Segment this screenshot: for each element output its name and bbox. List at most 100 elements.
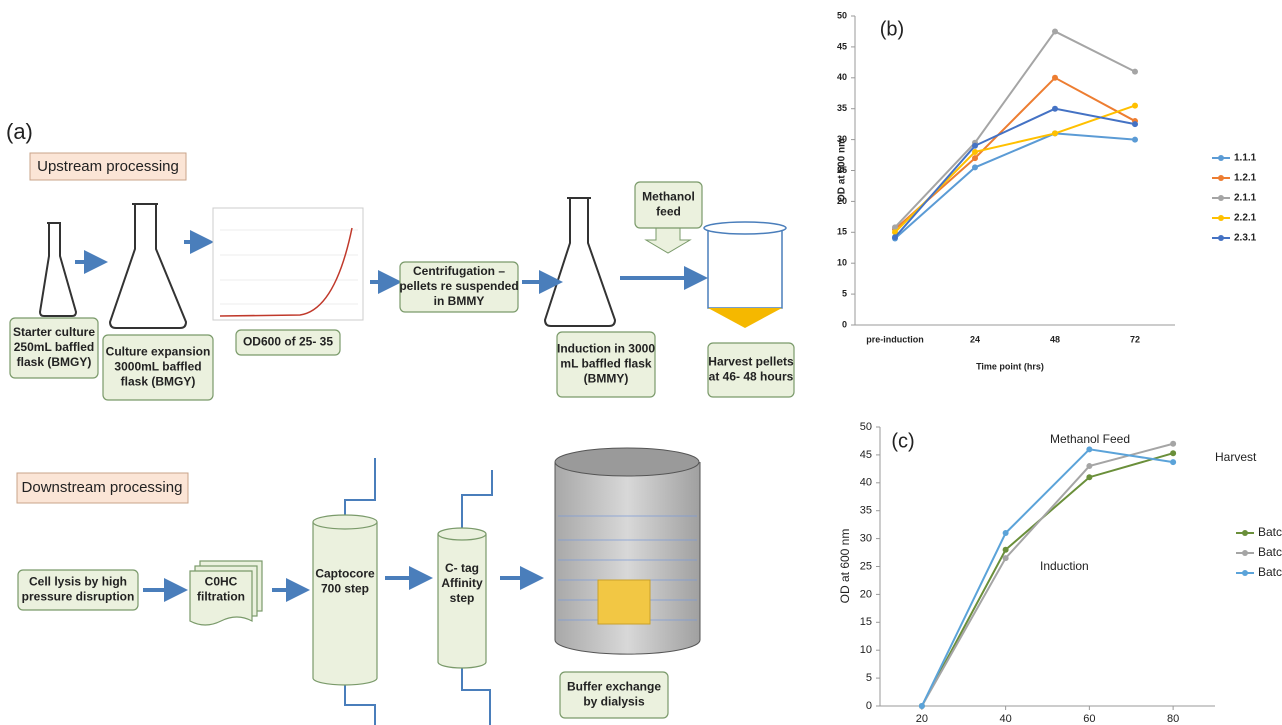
legend-marker: [1218, 195, 1224, 201]
point: [1170, 441, 1176, 447]
legend-label: Batch: [1258, 565, 1282, 579]
y-tick-label: 25: [860, 560, 872, 572]
box-label: Buffer exchange: [567, 680, 661, 694]
x-tick-label: 20: [916, 713, 928, 725]
series-line: [895, 133, 1135, 238]
box-label: flask (BMGY): [17, 355, 92, 369]
legend-marker: [1218, 155, 1224, 161]
y-tick-label: 30: [860, 533, 872, 545]
section-title: Downstream processing: [22, 479, 183, 496]
legend-label: 1.1.1: [1234, 153, 1257, 164]
point: [1086, 446, 1092, 452]
tank-top: [555, 448, 699, 476]
y-tick-label: 40: [837, 72, 847, 82]
y-tick-label: 5: [866, 672, 872, 684]
series-line: [922, 444, 1173, 706]
legend-label: 2.1.1: [1234, 193, 1257, 204]
box-label: C0HC: [205, 575, 238, 589]
y-tick-label: 20: [860, 588, 872, 600]
x-tick-label: 80: [1167, 713, 1179, 725]
point: [972, 155, 978, 161]
x-tick-label: 24: [970, 334, 980, 344]
box-label: Cell lysis by high: [29, 575, 127, 589]
y-tick-label: 35: [860, 505, 872, 517]
box-label: C- tag: [445, 561, 479, 575]
box-label: 250mL baffled: [14, 340, 94, 354]
y-axis-label: OD at 600 nm: [838, 529, 852, 604]
box-label: OD600 of 25- 35: [243, 335, 333, 349]
column: [313, 522, 377, 685]
point: [1086, 474, 1092, 480]
box-label: in BMMY: [434, 294, 485, 308]
series-line: [895, 109, 1135, 238]
series-line: [922, 449, 1173, 706]
mini-chart: [213, 208, 363, 320]
point: [1052, 75, 1058, 81]
point: [1132, 103, 1138, 109]
y-tick-label: 10: [837, 258, 847, 268]
box-label: 700 step: [321, 582, 369, 596]
box-label: at 46- 48 hours: [709, 370, 794, 384]
section-title: Upstream processing: [37, 158, 179, 175]
point: [1170, 450, 1176, 456]
point: [1086, 463, 1092, 469]
legend-marker: [1242, 530, 1248, 536]
box-label: 3000mL baffled: [114, 360, 201, 374]
box-label: Starter culture: [13, 325, 95, 339]
box-label: pressure disruption: [22, 590, 135, 604]
y-tick-label: 40: [860, 477, 872, 489]
x-tick-label: 72: [1130, 334, 1140, 344]
dialysis-tank: [555, 462, 700, 654]
legend-label: 2.2.1: [1234, 213, 1257, 224]
box-label: by dialysis: [583, 695, 645, 709]
beaker-rim: [704, 222, 786, 234]
y-tick-label: 10: [860, 644, 872, 656]
y-tick-label: 50: [837, 10, 847, 20]
dialysis-bag: [598, 580, 650, 624]
box-label: feed: [656, 205, 681, 219]
y-axis-label: OD at 600 nm: [837, 138, 848, 202]
point: [1170, 459, 1176, 465]
box-label: Methanol: [642, 190, 695, 204]
box-label: step: [450, 591, 475, 605]
point: [1052, 130, 1058, 136]
point: [892, 234, 898, 240]
box-label: Centrifugation –: [413, 264, 505, 278]
box-label: pellets re suspended: [399, 279, 518, 293]
y-tick-label: 0: [866, 700, 872, 712]
annotation: Harvest: [1215, 450, 1257, 464]
flask-icon: [545, 198, 615, 326]
flask-icon: [110, 204, 186, 328]
box-label: flask (BMGY): [121, 375, 196, 389]
y-tick-label: 0: [842, 319, 847, 329]
annotation: Induction: [1040, 559, 1089, 573]
beaker: [708, 228, 782, 308]
legend-label: 1.2.1: [1234, 173, 1257, 184]
y-tick-label: 5: [842, 288, 847, 298]
box-label: Affinity: [441, 576, 483, 590]
legend-marker: [1218, 175, 1224, 181]
legend-label: Batch: [1258, 545, 1282, 559]
legend-marker: [1242, 550, 1248, 556]
column-top: [438, 528, 486, 540]
point: [972, 143, 978, 149]
point: [972, 164, 978, 170]
point: [1132, 121, 1138, 127]
x-axis-label: Time point (hrs): [976, 361, 1044, 371]
panel-label: (b): [880, 18, 904, 40]
series-line: [895, 106, 1135, 233]
legend-marker: [1242, 570, 1248, 576]
legend-marker: [1218, 215, 1224, 221]
x-tick-label: 48: [1050, 334, 1060, 344]
x-tick-label: pre-induction: [866, 334, 924, 344]
point: [1052, 28, 1058, 34]
box-label: mL baffled flask: [560, 357, 651, 371]
box-label: Induction in 3000: [557, 342, 655, 356]
legend-label: 2.3.1: [1234, 233, 1257, 244]
legend-label: Batch: [1258, 525, 1282, 539]
y-tick-label: 15: [860, 616, 872, 628]
page: {"panel_a": {"label": "(a)", "upstream_t…: [0, 0, 1282, 725]
x-tick-label: 60: [1083, 713, 1095, 725]
flask-icon: [40, 223, 76, 316]
box-label: Culture expansion: [106, 345, 211, 359]
